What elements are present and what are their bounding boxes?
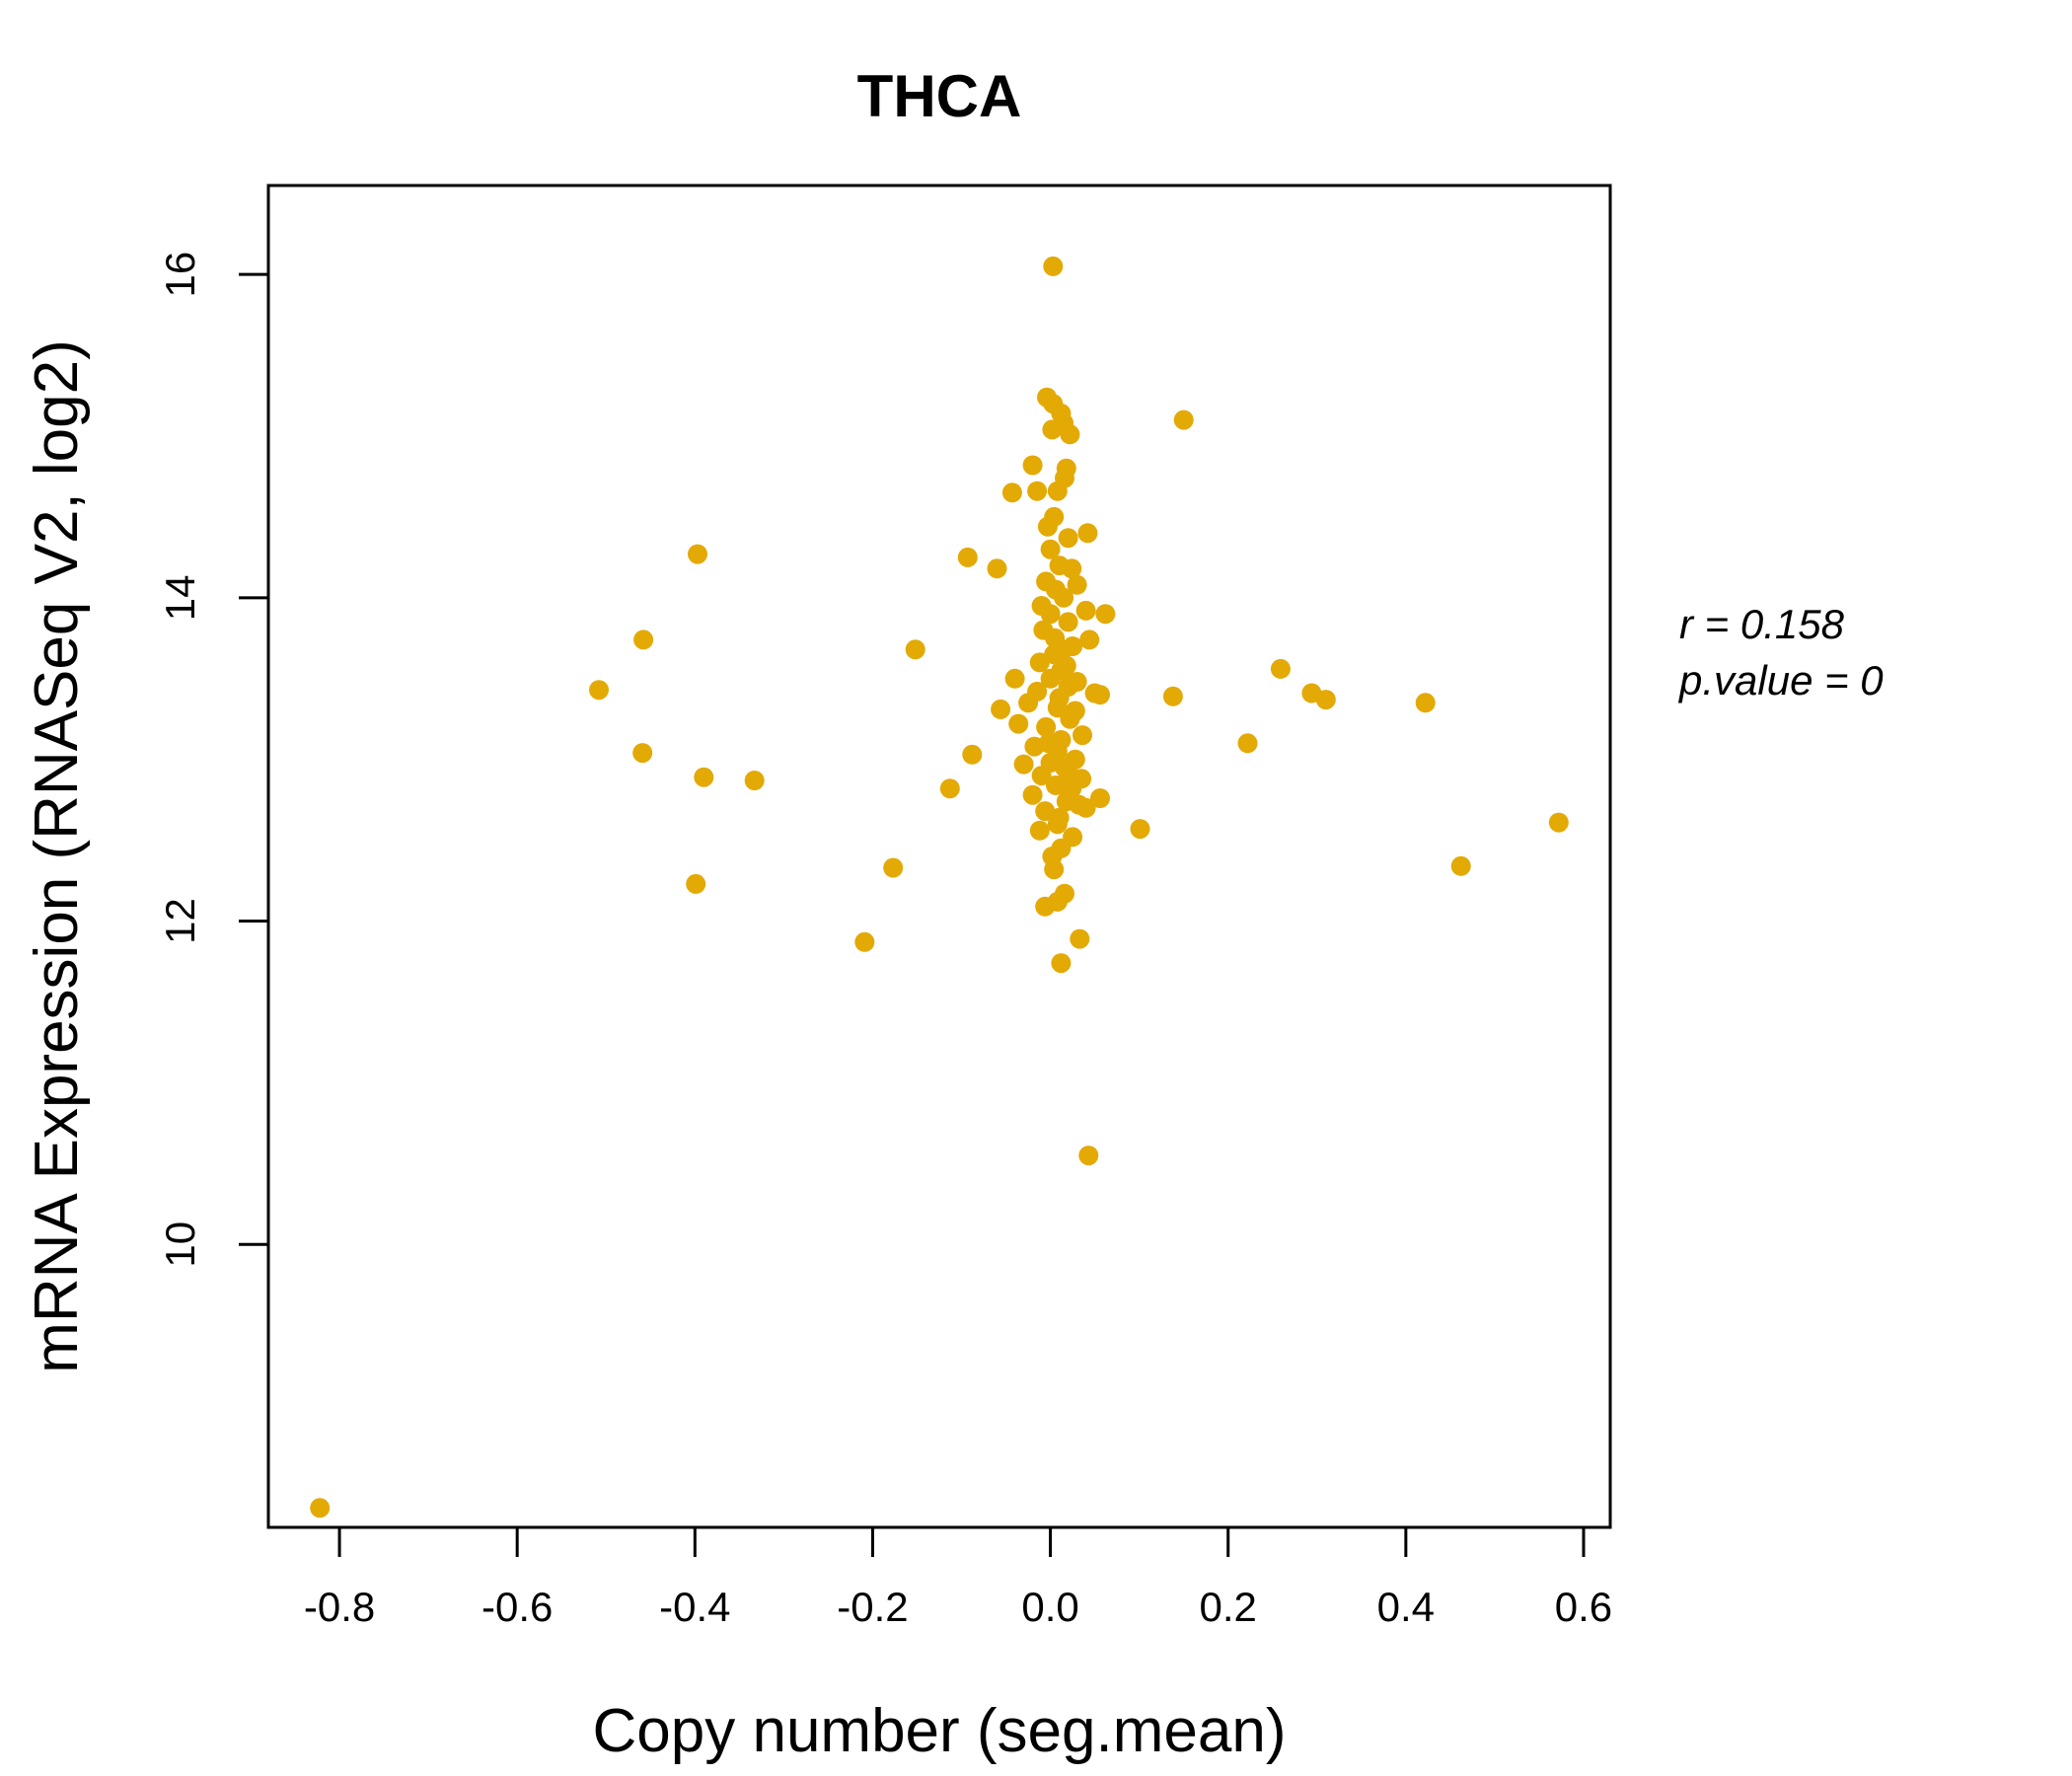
data-point [883, 857, 904, 878]
data-point [1046, 775, 1066, 795]
data-point [310, 1498, 331, 1518]
data-point [589, 680, 609, 701]
data-point [1029, 820, 1050, 841]
y-tick-label: 16 [157, 252, 203, 298]
data-point [1022, 784, 1043, 805]
data-point [1450, 855, 1471, 876]
data-point [1063, 827, 1083, 848]
data-point [854, 931, 875, 952]
x-tick-label: -0.4 [659, 1584, 730, 1630]
y-axis: 10 12 14 16 [157, 252, 270, 1268]
y-axis-title: mRNA Expression (RNASeq V2, log2) [23, 339, 91, 1373]
data-point [1036, 571, 1057, 592]
data-point [1073, 725, 1092, 746]
data-point [1058, 528, 1078, 549]
data-point [1047, 891, 1068, 912]
data-point [1060, 424, 1080, 445]
data-point [1053, 639, 1073, 660]
data-point [1075, 797, 1096, 818]
data-point [1037, 516, 1058, 537]
data-point [1415, 693, 1436, 713]
data-point [694, 767, 714, 787]
data-point [1040, 668, 1061, 689]
data-point [1022, 455, 1043, 476]
data-point [991, 699, 1011, 719]
plot-frame [266, 184, 1612, 1529]
data-point [1078, 1146, 1099, 1166]
data-point [1056, 791, 1076, 812]
x-tick-label: 0.2 [1200, 1584, 1257, 1630]
data-point [1029, 652, 1050, 673]
data-point [632, 743, 653, 764]
data-point [1077, 523, 1098, 544]
data-point [1047, 698, 1068, 718]
data-point [1056, 655, 1076, 676]
data-point [962, 744, 983, 765]
data-point [1130, 819, 1150, 840]
data-point [1001, 482, 1022, 503]
correlation-r: r = 0.158 [1679, 601, 1845, 647]
data-point [1049, 807, 1070, 828]
y-tick-label: 10 [157, 1221, 203, 1268]
data-point [1162, 686, 1183, 706]
data-point [1018, 693, 1039, 713]
data-point [744, 771, 765, 790]
x-tick-label: -0.8 [304, 1584, 375, 1630]
x-tick-label: -0.6 [481, 1584, 553, 1630]
chart-title: THCA [857, 63, 1022, 129]
data-point [1090, 788, 1110, 808]
data-point [1031, 766, 1052, 786]
data-point [1008, 713, 1029, 734]
data-point [633, 629, 654, 650]
data-point [939, 778, 960, 799]
data-point [1270, 658, 1291, 679]
data-points [310, 256, 1569, 1518]
data-point [1548, 812, 1569, 833]
data-point [1173, 409, 1194, 430]
data-point [987, 558, 1007, 579]
y-tick-label: 14 [157, 574, 203, 621]
data-point [1036, 716, 1057, 737]
x-axis-title: Copy number (seg.mean) [593, 1697, 1287, 1765]
data-point [1095, 604, 1116, 625]
data-point [1040, 604, 1061, 625]
data-point [1043, 256, 1064, 276]
data-point [686, 873, 706, 894]
data-point [1067, 672, 1087, 692]
data-point [1042, 847, 1063, 866]
data-point [957, 547, 978, 567]
p-value: p.value = 0 [1677, 657, 1884, 703]
data-point [1058, 762, 1078, 782]
x-tick-label: 0.6 [1555, 1584, 1612, 1630]
data-point [1051, 953, 1072, 974]
data-point [1054, 587, 1074, 608]
data-point [1049, 555, 1070, 576]
x-tick-label: 0.4 [1377, 1584, 1435, 1630]
data-point [688, 544, 707, 564]
data-point [1079, 629, 1100, 650]
data-point [1040, 539, 1061, 559]
x-tick-label: 0.0 [1021, 1584, 1078, 1630]
data-point [1004, 668, 1025, 689]
data-point [1058, 612, 1078, 632]
data-point [1027, 481, 1048, 501]
x-tick-label: -0.2 [837, 1584, 908, 1630]
data-point [1038, 733, 1059, 754]
data-point [1067, 574, 1087, 595]
data-point [1013, 754, 1034, 775]
data-point [1075, 600, 1096, 621]
data-point [1090, 685, 1110, 705]
data-point [1070, 928, 1090, 949]
data-point [1315, 690, 1336, 710]
x-axis: -0.8 -0.6 -0.4 -0.2 0.0 0.2 0.4 0.6 [304, 1525, 1612, 1630]
data-point [1047, 481, 1068, 501]
data-point [905, 639, 925, 660]
data-point [1237, 733, 1258, 754]
y-tick-label: 12 [157, 898, 203, 944]
